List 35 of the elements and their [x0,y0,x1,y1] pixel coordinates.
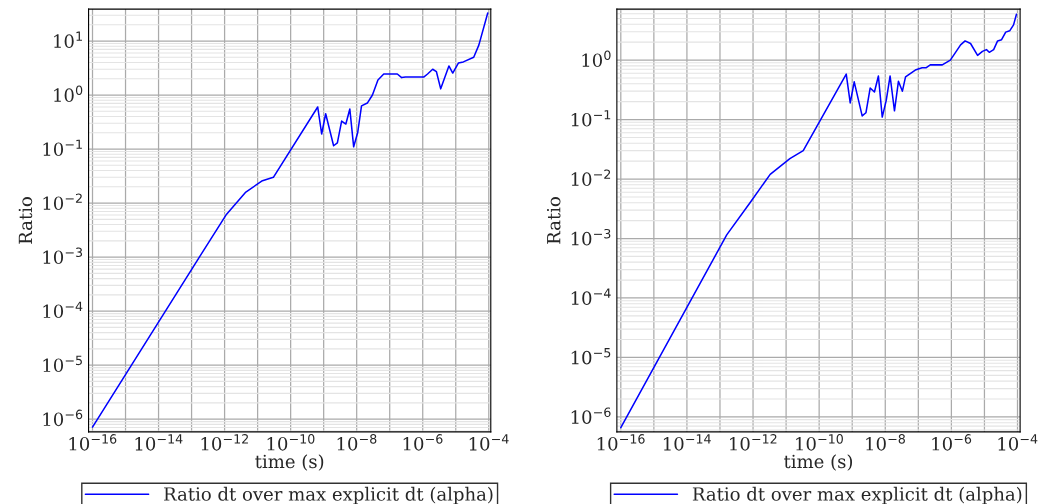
y-tick-label: 10$^{−2}$ [43,193,82,211]
x-tick-label: 10$^{−6}$ [403,434,443,451]
legend-label: Ratio dt over max explicit dt (alpha) [692,486,1022,504]
y-tick-label: 10$^{−3}$ [571,228,611,246]
x-tick-label: 10$^{−16}$ [69,434,117,451]
y-tick-label: 10$^{−5}$ [43,355,82,373]
y-tick-label: 10$^{0}$ [582,50,611,68]
x-tick-label: 10$^{−14}$ [135,434,183,451]
x-tick-label: 10$^{−4}$ [469,434,509,451]
x-tick-label: 10$^{−12}$ [201,434,248,451]
x-axis-title: time (s) [255,454,324,471]
y-tick-label: 10$^{−5}$ [571,348,611,365]
y-tick-label: 10$^{−4}$ [571,288,611,305]
x-tick-label: 10$^{−8}$ [337,434,377,451]
y-tick-label: 10$^{−3}$ [43,247,83,265]
legend-label: Ratio dt over max explicit dt (alpha) [164,486,493,504]
y-axis-title: Ratio [546,197,561,244]
x-tick-label: 10$^{−8}$ [866,434,905,451]
y-tick-label: 10$^{−1}$ [571,110,611,127]
x-tick-label: 10$^{−16}$ [597,434,645,451]
y-tick-label: 10$^{−6}$ [43,409,83,427]
y-tick-label: 10$^{−6}$ [571,407,611,424]
y-tick-label: 10$^{0}$ [54,85,83,102]
y-axis-title: Ratio [18,197,33,244]
x-tick-label: 10$^{−14}$ [663,434,711,451]
x-tick-label: 10$^{−12}$ [730,434,777,451]
x-tick-label: 10$^{−10}$ [267,434,315,451]
y-tick-label: 10$^{1}$ [54,31,82,48]
y-tick-label: 10$^{−2}$ [571,169,611,187]
x-tick-label: 10$^{−6}$ [932,434,972,451]
x-tick-label: 10$^{−10}$ [796,434,843,451]
y-tick-label: 10$^{−1}$ [43,139,82,157]
y-tick-label: 10$^{−4}$ [43,301,83,319]
x-axis-title: time (s) [784,454,853,471]
x-tick-label: 10$^{−4}$ [998,434,1038,451]
